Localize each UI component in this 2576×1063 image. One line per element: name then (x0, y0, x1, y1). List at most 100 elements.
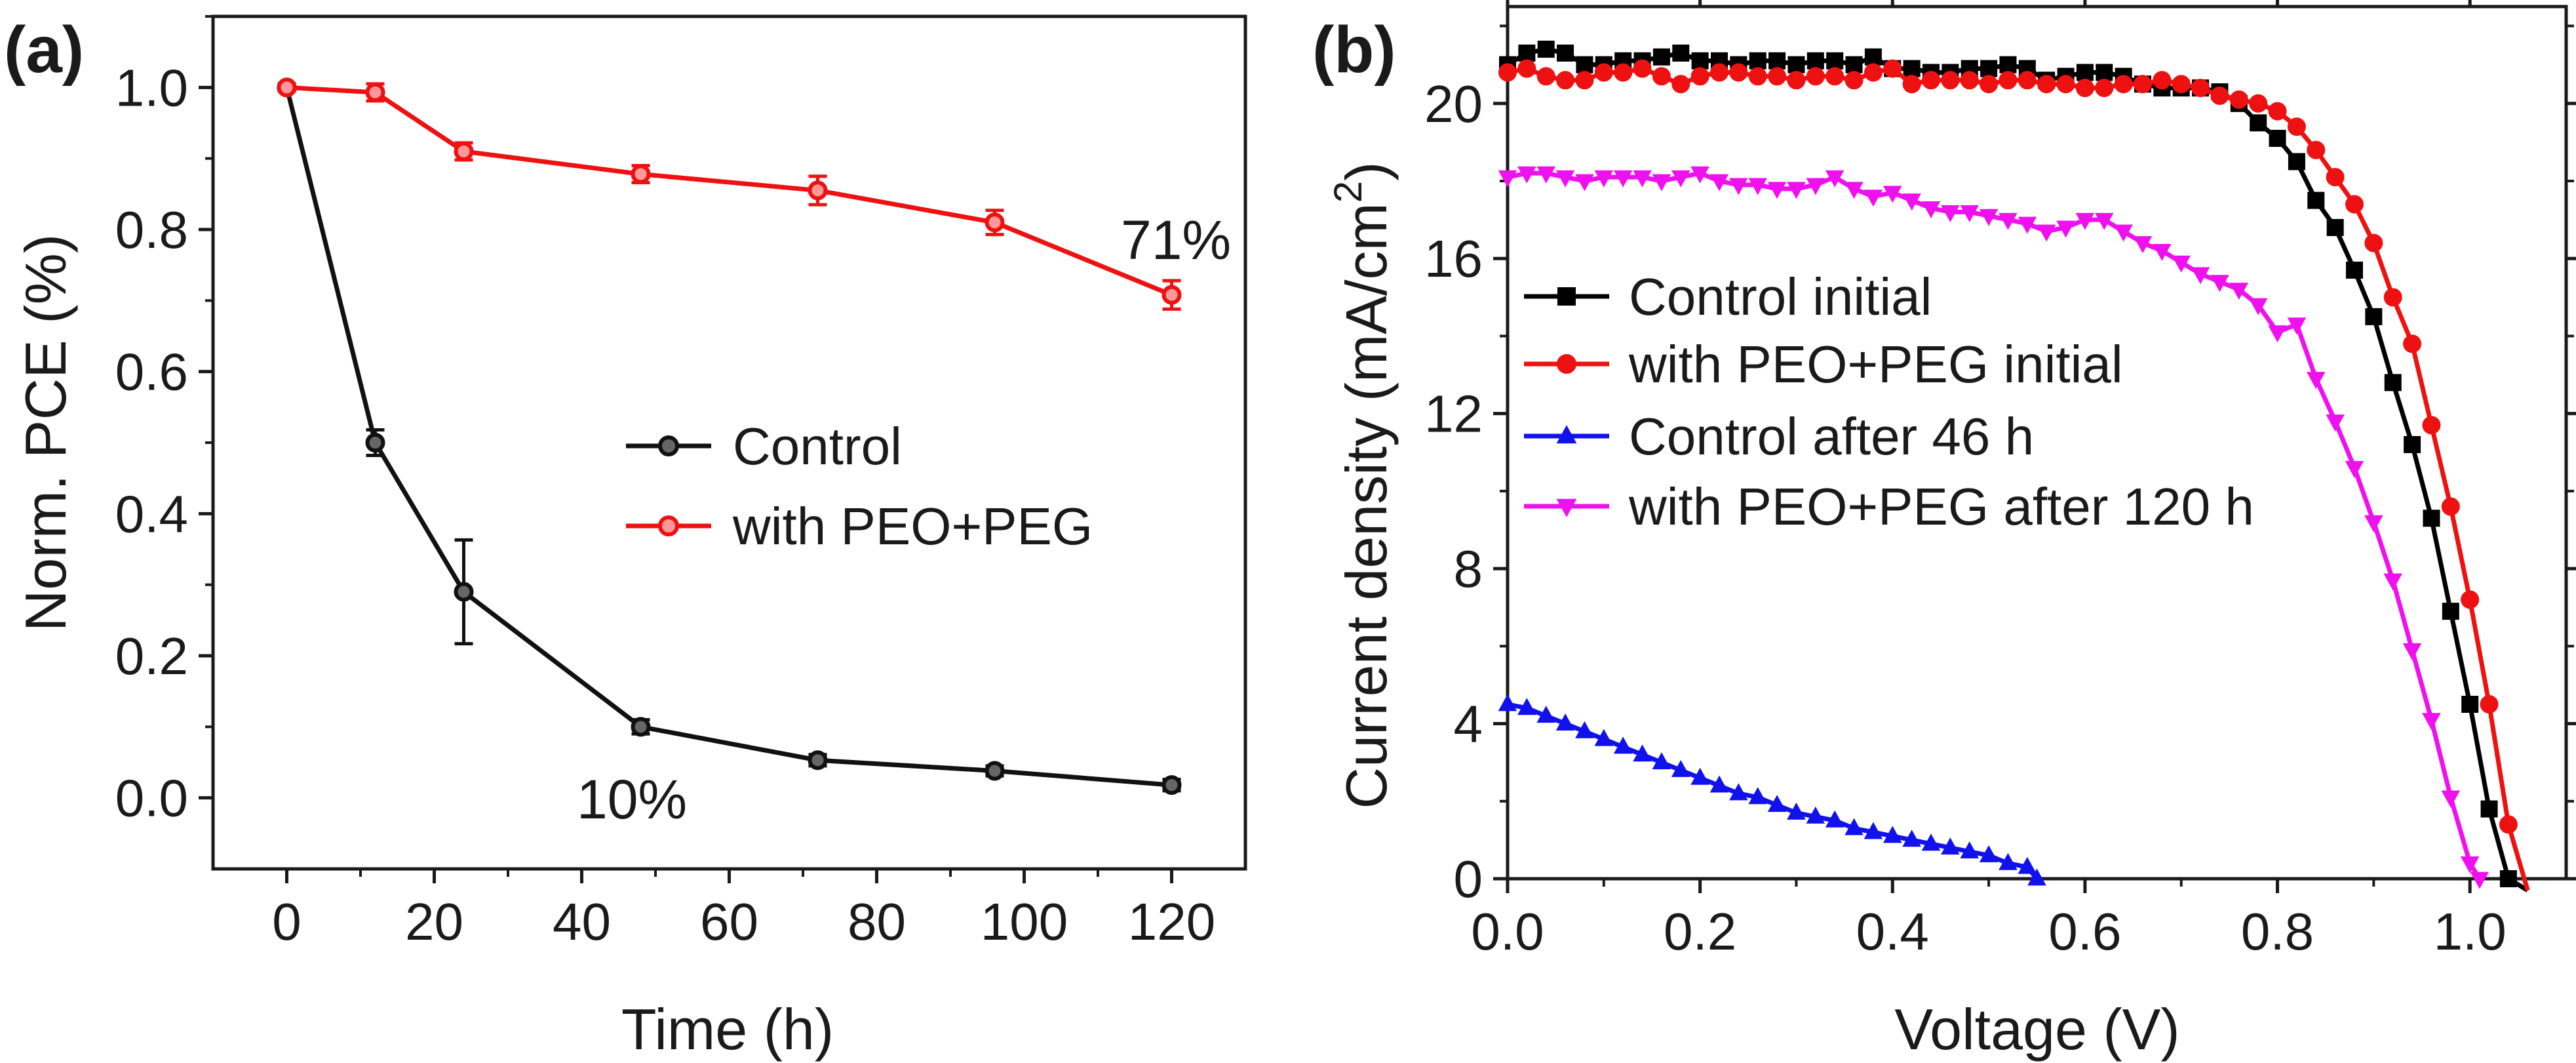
point-with-peo-peg-after-120-h (2306, 372, 2326, 390)
point-with-peo-peg-after-120-h (2172, 255, 2191, 273)
legend-label-with-peo-peg-after-120-h: with PEO+PEG after 120 h (1628, 477, 2254, 536)
point-with-peo-peg-after-120-h (1652, 174, 1671, 191)
panel-b-label: (b) (1312, 13, 1396, 87)
panel-b-ytick-label: 4 (1454, 695, 1483, 753)
point-with-peo-peg-initial (2018, 71, 2037, 90)
legend-marker-control (658, 435, 679, 456)
point-control-after-46-h (1979, 845, 1999, 862)
point-control-after-46-h (1594, 729, 1614, 746)
point-with-peo-peg-initial (2461, 590, 2480, 609)
point-with-peo-peg-initial (2114, 75, 2133, 94)
legend-label-peo-peg: with PEO+PEG (732, 497, 1093, 555)
point-control-initial (2365, 308, 2383, 325)
point-with-peo-peg-after-120-h (1902, 193, 1921, 211)
legend-marker-control-after-46-h (1556, 425, 1577, 444)
point-with-peo-peg-initial (2364, 233, 2383, 252)
point-with-peo-peg-initial (1806, 67, 1825, 86)
point-with-peo-peg-initial (1652, 67, 1671, 86)
point-control-initial (2384, 374, 2402, 391)
point-with-peo-peg-initial (1748, 67, 1767, 86)
point-with-peo-peg-after-120-h (1729, 178, 1748, 195)
point-with-peo-peg-initial (2383, 288, 2402, 307)
panel-a: (a) 0 20 40 60 80 100 120 0.0 0.2 0.4 0.6 0.8 1.0 Ti… (4, 13, 1247, 1062)
point-with-peo-peg-after-120-h (1633, 170, 1652, 188)
point-with-peo-peg-initial (2134, 75, 2152, 94)
point-control-after-46-h (1555, 713, 1575, 731)
point-with-peo-peg-after-120-h (1787, 182, 1806, 199)
point-with-peo-peg-after-120-h (1536, 166, 1556, 184)
point-with-peo-peg-after-120-h (2114, 224, 2133, 242)
point-with-peo-peg (985, 212, 1005, 233)
point-with-peo-peg-initial (2268, 102, 2287, 121)
point-control-initial (1768, 52, 1786, 70)
point-with-peo-peg-after-120-h (2075, 212, 2095, 230)
point-control-after-46-h (1633, 744, 1652, 762)
panel-a-xtick-label: 100 (981, 893, 1068, 951)
point-with-peo-peg-after-120-h (2094, 212, 2114, 230)
point-control-after-46-h (1999, 852, 2018, 870)
point-control-after-46-h (1575, 721, 1594, 738)
point-control-after-46-h (1864, 822, 1883, 839)
legend-marker-peo-peg (658, 515, 679, 536)
panel-b-xtick-label: 0.0 (1471, 902, 1544, 961)
point-control-initial (2480, 800, 2498, 818)
panel-b-xtick-label: 0.4 (1856, 902, 1929, 961)
point-with-peo-peg-initial (2249, 94, 2268, 113)
legend-label-control-initial: Control initial (1629, 268, 1932, 326)
point-with-peo-peg-after-120-h (1594, 170, 1614, 188)
panel-a-ytick-label: 0.4 (115, 485, 188, 543)
point-control-initial (2499, 870, 2517, 887)
series-line-with-peo-peg (286, 85, 1173, 297)
point-with-peo-peg-initial (1614, 63, 1633, 82)
panel-a-ytick-label: 1.0 (115, 58, 188, 117)
panel-b-ytick-label: 12 (1424, 385, 1483, 443)
point-with-peo-peg-after-120-h (1921, 201, 1941, 218)
point-with-peo-peg (277, 77, 297, 98)
point-control-after-46-h (2018, 856, 2037, 874)
panel-b-ylabel: Current density (mA/cm2) (1326, 162, 1399, 809)
point-with-peo-peg-initial (2229, 90, 2248, 109)
point-with-peo-peg-after-120-h (2191, 267, 2210, 285)
point-with-peo-peg-after-120-h (1844, 182, 1864, 199)
point-with-peo-peg-after-120-h (2056, 220, 2075, 238)
point-control-after-46-h (1921, 833, 1941, 851)
panel-a-ytick-label: 0.0 (115, 769, 188, 828)
point-control-after-46-h (1709, 775, 1729, 793)
point-control-initial (1652, 48, 1670, 66)
point-control-initial (1999, 56, 2017, 73)
panel-b-xlabel: Voltage (V) (1894, 997, 2179, 1062)
point-with-peo-peg-initial (1690, 67, 1709, 86)
panel-a-xtick-label: 20 (405, 893, 463, 951)
point-control-after-46-h (1613, 736, 1633, 754)
panel-a-ytick-label: 0.6 (115, 343, 188, 401)
point-with-peo-peg-initial (2326, 168, 2345, 187)
point-control-after-46-h (1690, 767, 1709, 785)
point-with-peo-peg-after-120-h (2268, 325, 2287, 343)
annotation-71pct: 71% (1121, 209, 1231, 271)
point-with-peo-peg-initial (2403, 334, 2422, 353)
panel-a-xtick-label: 0 (272, 893, 302, 951)
point-control-after-46-h (1498, 694, 1517, 712)
point-with-peo-peg-initial (2210, 86, 2229, 105)
point-control (454, 582, 474, 602)
point-control-after-46-h (2027, 868, 2046, 886)
point-control-initial (2346, 261, 2363, 279)
point-control-initial (1787, 56, 1805, 73)
point-with-peo-peg-initial (1498, 63, 1517, 82)
point-control-after-46-h (1671, 759, 1690, 777)
point-control-after-46-h (1517, 698, 1536, 715)
panel-b: (b) 0.0 0.2 0.4 0.6 0.8 1.0 0 4 8 12 16 20 Voltage … (1312, 0, 2576, 1062)
point-with-peo-peg-after-120-h (2210, 275, 2229, 292)
point-with-peo-peg-initial (1960, 71, 1979, 90)
panel-b-ytick-label: 20 (1424, 75, 1483, 133)
legend-label-control-after-46-h: Control after 46 h (1629, 407, 2034, 466)
point-with-peo-peg (808, 180, 828, 201)
point-with-peo-peg-initial (1633, 59, 1652, 78)
point-control-after-46-h (1748, 787, 1768, 805)
point-with-peo-peg-after-120-h (2248, 298, 2268, 315)
point-with-peo-peg-initial (2075, 79, 2094, 98)
panel-a-xtick-label: 80 (848, 893, 906, 951)
point-control-initial (1980, 60, 1998, 77)
point-with-peo-peg-after-120-h (1979, 209, 1999, 226)
panel-b-xtick-label: 1.0 (2434, 902, 2507, 961)
